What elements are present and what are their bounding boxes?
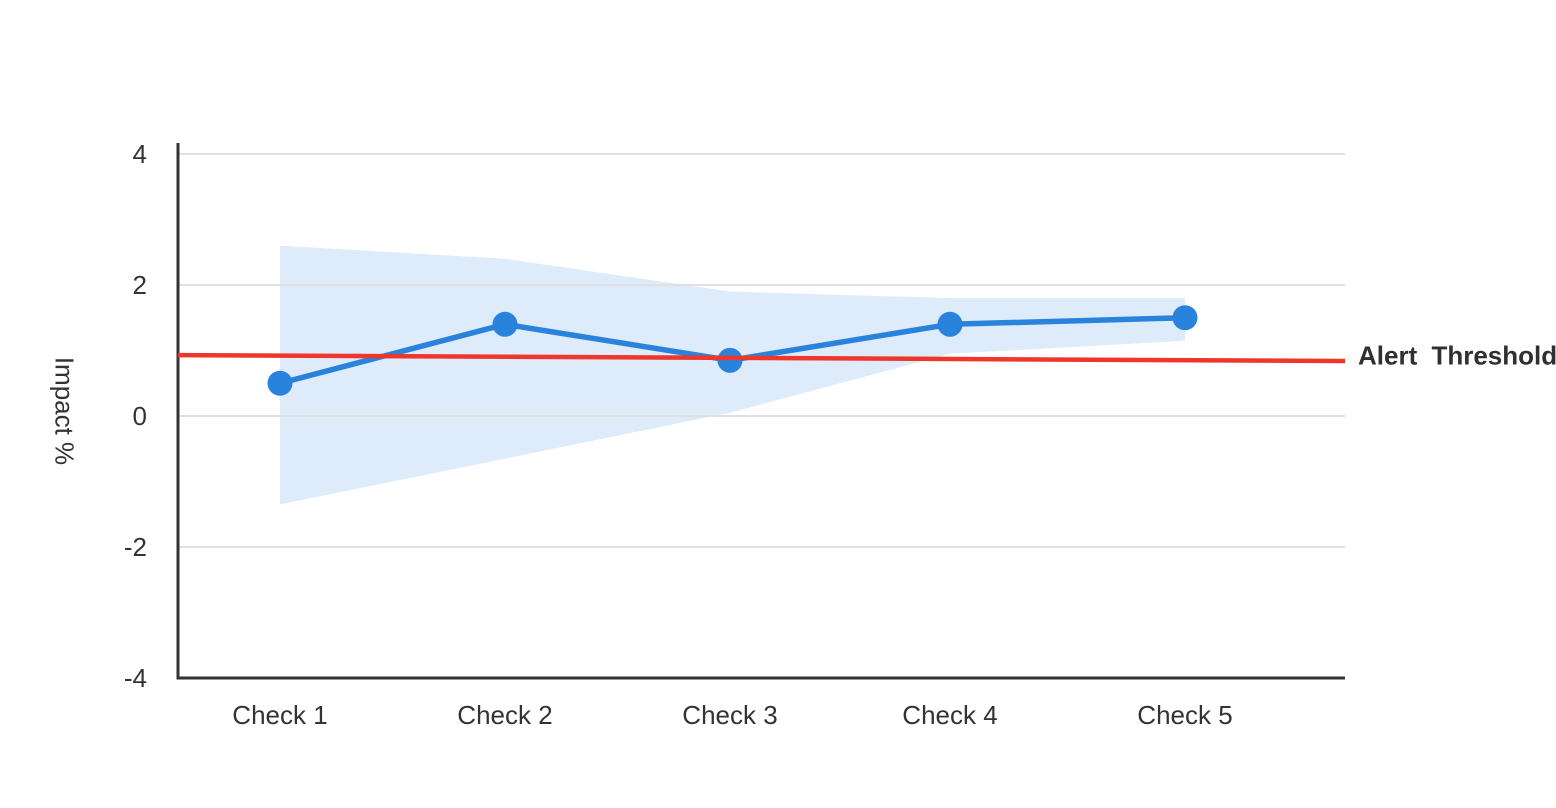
confidence-band bbox=[280, 245, 1185, 505]
x-tick-label-check-2: Check 2 bbox=[457, 700, 552, 730]
data-point-check-1 bbox=[267, 370, 293, 396]
x-tick-label-check-1: Check 1 bbox=[232, 700, 327, 730]
y-tick-label-2: 2 bbox=[133, 270, 147, 300]
y-tick-label-4: 4 bbox=[133, 139, 147, 169]
y-axis-title: Impact % bbox=[49, 356, 80, 466]
threshold-label: Alert Threshold bbox=[1358, 340, 1556, 371]
data-point-check-5 bbox=[1172, 305, 1198, 331]
data-point-check-4 bbox=[937, 311, 963, 337]
data-point-check-3 bbox=[717, 347, 743, 373]
y-tick-label--2: -2 bbox=[124, 532, 147, 562]
y-tick-label--4: -4 bbox=[124, 663, 147, 693]
x-tick-label-check-3: Check 3 bbox=[682, 700, 777, 730]
data-point-check-2 bbox=[492, 311, 518, 337]
x-tick-label-check-5: Check 5 bbox=[1137, 700, 1232, 730]
x-tick-label-check-4: Check 4 bbox=[902, 700, 997, 730]
y-tick-label-0: 0 bbox=[133, 401, 147, 431]
threshold-line bbox=[177, 352, 1346, 364]
